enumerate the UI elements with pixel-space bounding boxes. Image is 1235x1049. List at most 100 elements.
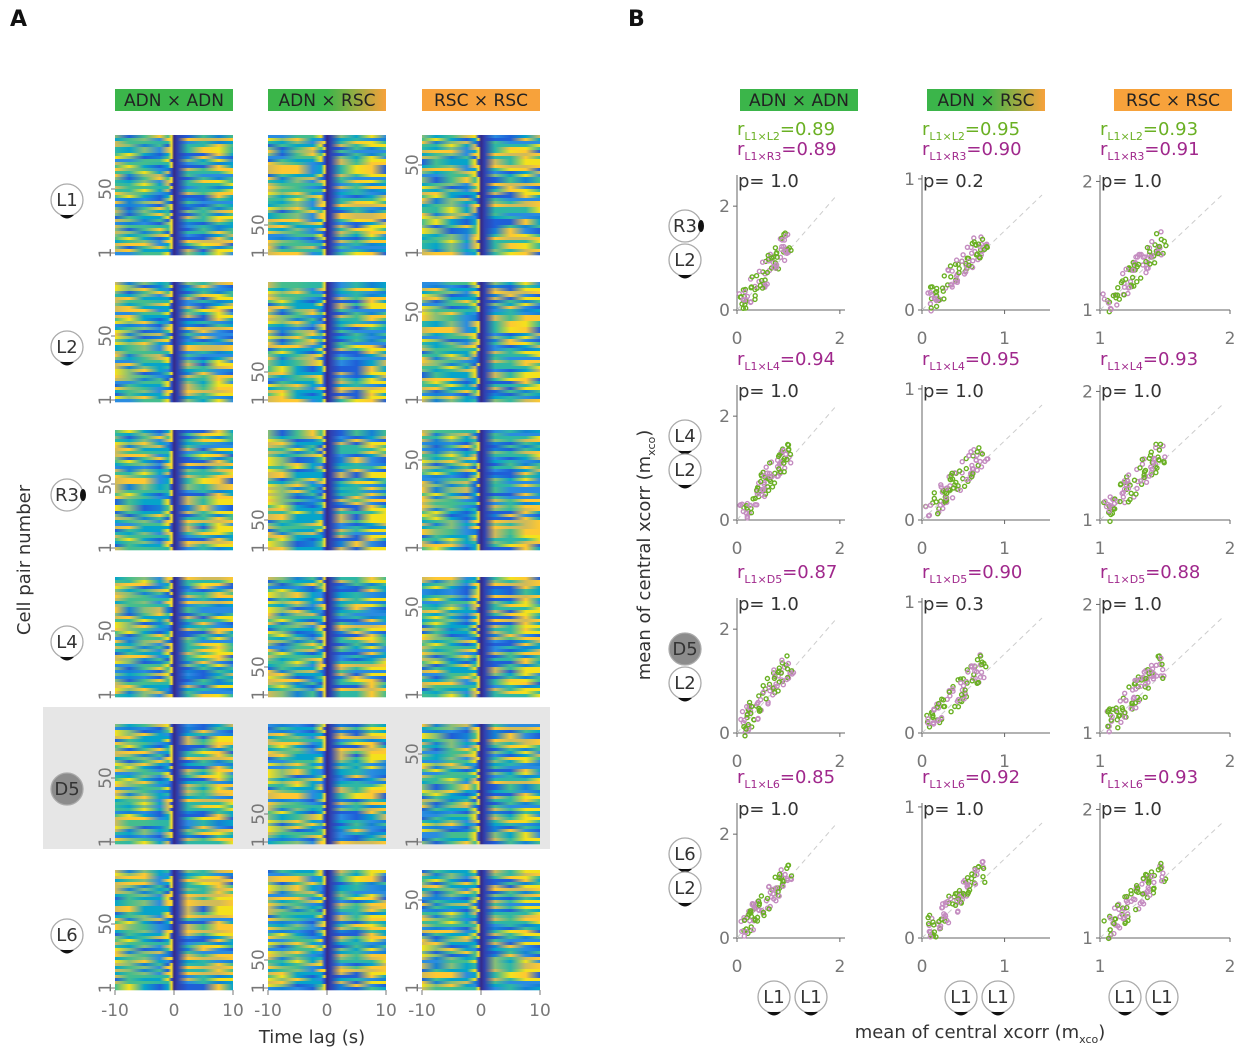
heatmap-row (422, 927, 540, 931)
heatmap-row (115, 472, 233, 476)
y-tick-label: 50 (249, 656, 269, 678)
heatmap-row (422, 981, 540, 985)
heatmap-row (115, 378, 233, 382)
scatter-texture (1152, 444, 1159, 451)
scatter-texture (964, 680, 970, 686)
heatmap-row (115, 490, 233, 494)
y-tick-label: 1 (904, 380, 915, 400)
heatmap-row (268, 390, 386, 394)
scatter-texture (937, 925, 943, 931)
heatmap-row (422, 384, 540, 388)
scatter-texture (780, 883, 786, 889)
heatmap-row (422, 177, 540, 181)
heatmap-row (268, 174, 386, 178)
heatmap-row (268, 981, 386, 985)
scatter-texture (926, 512, 933, 518)
heatmap-row (115, 291, 233, 295)
heatmap-row (268, 808, 386, 812)
heatmap-row (268, 282, 386, 286)
stat-line: rL1×L6=0.85 (737, 767, 835, 791)
scatter-texture (956, 468, 963, 474)
icon-label: D5 (672, 639, 697, 660)
heatmap-row (115, 466, 233, 470)
x-tick-label: 0 (917, 752, 928, 772)
heatmap-row (115, 933, 233, 937)
heatmap-row (115, 165, 233, 169)
stat-line: rL1×R3=0.90 (922, 139, 1022, 163)
y-tick-label: 50 (96, 473, 116, 495)
stat-line: rL1×D5=0.88 (1100, 562, 1200, 586)
heatmap-row (268, 891, 386, 895)
heatmap-row (422, 339, 540, 343)
heatmap-row (268, 252, 386, 256)
heatmap-row (115, 751, 233, 755)
stat-p: p= 1.0 (738, 799, 799, 820)
heatmap-row (422, 769, 540, 773)
x-tick-label: 1 (999, 329, 1010, 349)
y-tick-label: 1 (96, 837, 116, 848)
heatmap-row (115, 799, 233, 803)
scatter-texture (980, 858, 986, 865)
heatmap-row (268, 760, 386, 764)
y-tick-label: 2 (1082, 800, 1093, 820)
heatmap-row (268, 396, 386, 400)
heatmap-row (422, 975, 540, 979)
x-tick-label: 1 (1095, 752, 1106, 772)
heatmap-row (115, 769, 233, 773)
heatmap-row (268, 487, 386, 491)
scatter-texture (784, 676, 790, 683)
heatmap-row (422, 351, 540, 355)
scatter-texture (1121, 690, 1128, 696)
heatmap-row (422, 381, 540, 385)
heatmap-row (115, 960, 233, 964)
heatmap-row (422, 577, 540, 581)
scatter-texture (772, 470, 778, 476)
heatmap-row (422, 547, 540, 551)
scatter-texture (1158, 229, 1164, 235)
heatmap-row (268, 754, 386, 758)
icon-marker (991, 1012, 1005, 1016)
heatmap-row (115, 975, 233, 979)
icon-marker (678, 903, 692, 907)
scatter-texture (1158, 860, 1164, 867)
heatmap-row (422, 496, 540, 500)
scatter-texture (1152, 242, 1158, 248)
stat-r: r (1100, 767, 1108, 788)
scatter-texture (770, 254, 777, 260)
axis-label-end: ) (1098, 1022, 1105, 1043)
stat-value: =0.85 (780, 767, 835, 788)
scatter-texture (1111, 506, 1118, 512)
scatter-texture (934, 704, 940, 710)
heatmap-row (115, 775, 233, 779)
icon-label: L4 (56, 632, 77, 653)
y-tick-label: 50 (403, 449, 423, 471)
heatmap-row (268, 309, 386, 313)
heatmap-row (422, 616, 540, 620)
scatter-texture (784, 865, 790, 871)
heatmap-row (115, 673, 233, 677)
heatmap (115, 282, 233, 403)
scatter-texture (1125, 472, 1132, 478)
scatter-texture (777, 871, 783, 877)
heatmap-row (268, 342, 386, 346)
scatter-texture (788, 668, 795, 674)
stat-sub: L1×L2 (1107, 130, 1142, 143)
scatter-texture (770, 692, 776, 698)
heatmap-row (422, 195, 540, 199)
scatter-texture (739, 928, 745, 935)
heatmap-row (268, 739, 386, 743)
heatmap-row (268, 493, 386, 497)
heatmap (422, 577, 540, 698)
scatter-texture (1147, 261, 1153, 267)
stat-line: rL1×L2=0.93 (1100, 119, 1198, 143)
heatmap-row (115, 835, 233, 839)
scatter-texture (1114, 902, 1121, 908)
scatter-texture (760, 689, 767, 695)
stat-value: =0.90 (966, 139, 1021, 160)
scatter-texture (969, 264, 976, 271)
heatmap-row (115, 679, 233, 683)
heatmap-row (422, 742, 540, 746)
heatmap-row (115, 336, 233, 340)
scatter-texture (764, 269, 771, 276)
